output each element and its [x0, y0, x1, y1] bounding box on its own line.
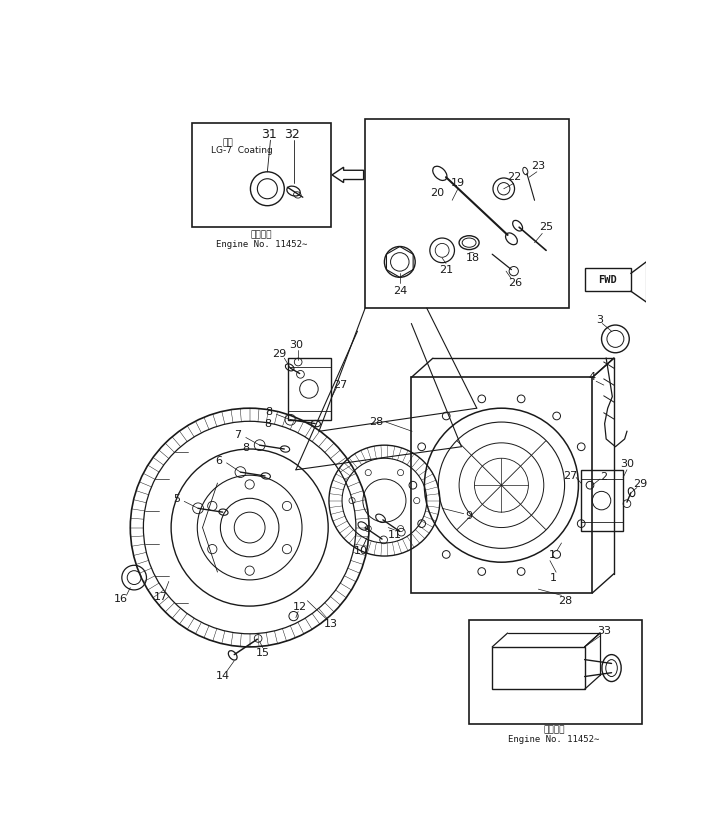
- Text: 14: 14: [215, 671, 230, 681]
- Text: 28: 28: [369, 417, 384, 427]
- Text: 塗布: 塗布: [222, 139, 233, 148]
- Text: LG-7  Coating: LG-7 Coating: [211, 146, 273, 155]
- Bar: [581, 470, 623, 531]
- Bar: [192, 124, 330, 227]
- Text: 27: 27: [564, 471, 578, 481]
- Text: 6: 6: [215, 456, 222, 466]
- Text: 21: 21: [439, 265, 453, 275]
- Bar: [365, 119, 570, 308]
- Text: Engine No. 11452∼: Engine No. 11452∼: [508, 735, 600, 744]
- Text: 24: 24: [392, 286, 407, 296]
- Text: 8: 8: [266, 407, 272, 417]
- Text: 5: 5: [173, 494, 180, 504]
- Text: 29: 29: [271, 349, 286, 359]
- Text: 適用号機: 適用号機: [543, 726, 564, 735]
- Text: 4: 4: [589, 372, 596, 382]
- Text: 15: 15: [256, 648, 270, 658]
- Text: 12: 12: [292, 602, 307, 612]
- Text: 28: 28: [558, 595, 572, 605]
- Bar: [469, 620, 642, 724]
- Text: 22: 22: [507, 172, 521, 182]
- Text: 16: 16: [114, 595, 128, 605]
- Text: 31: 31: [261, 129, 276, 141]
- Text: 29: 29: [633, 478, 647, 488]
- Bar: [492, 647, 585, 689]
- Polygon shape: [332, 167, 364, 183]
- Text: 26: 26: [508, 278, 523, 288]
- Text: 30: 30: [620, 458, 634, 468]
- Text: 32: 32: [284, 129, 300, 141]
- Bar: [585, 268, 631, 291]
- Text: 8: 8: [264, 418, 271, 428]
- Text: 適用号機: 適用号機: [251, 230, 272, 240]
- Text: 8: 8: [242, 443, 249, 453]
- Text: 1: 1: [550, 573, 557, 583]
- Text: 27: 27: [333, 380, 348, 390]
- Text: 2: 2: [600, 473, 608, 483]
- Bar: [411, 377, 593, 593]
- Text: 9: 9: [466, 511, 472, 521]
- Text: FWD: FWD: [598, 275, 617, 285]
- Text: 25: 25: [539, 222, 553, 232]
- Text: 3: 3: [596, 315, 603, 325]
- Text: 10: 10: [354, 545, 369, 555]
- Bar: [288, 358, 330, 420]
- Text: 20: 20: [430, 188, 444, 198]
- Text: 23: 23: [531, 160, 546, 170]
- Text: 30: 30: [289, 340, 303, 350]
- Text: 7: 7: [235, 430, 242, 440]
- Text: 17: 17: [154, 592, 168, 602]
- Text: Engine No. 11452∼: Engine No. 11452∼: [215, 240, 307, 250]
- Text: 1: 1: [549, 549, 556, 559]
- Text: 18: 18: [466, 253, 480, 263]
- Text: 11: 11: [387, 530, 402, 540]
- Text: 19: 19: [451, 179, 464, 189]
- Text: 33: 33: [597, 626, 611, 636]
- Text: 13: 13: [323, 619, 338, 629]
